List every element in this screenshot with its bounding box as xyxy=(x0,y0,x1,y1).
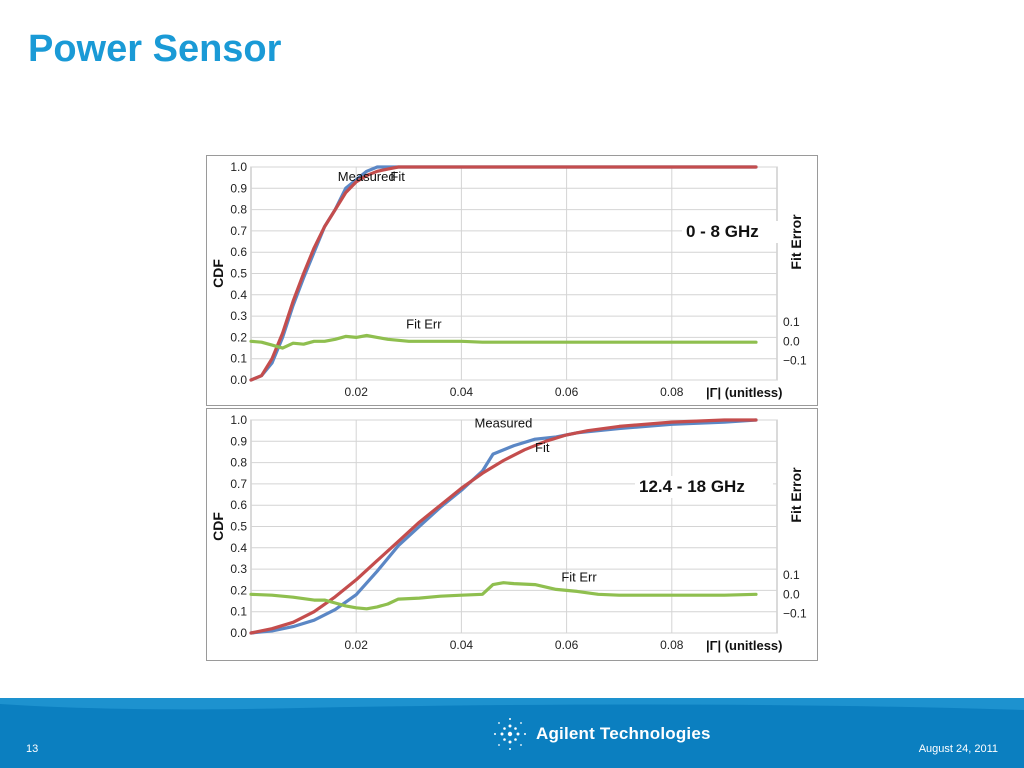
y-tick-label: 0.7 xyxy=(230,477,247,491)
series-annotation: Fit xyxy=(535,440,550,455)
x-tick-label: 0.08 xyxy=(660,385,684,399)
slide-title: Power Sensor xyxy=(28,28,282,70)
x-axis-label: |Γ| (unitless) xyxy=(706,638,782,653)
y-tick-label: 0.2 xyxy=(230,330,247,344)
band-label: 12.4 - 18 GHz xyxy=(639,477,745,496)
series-line-measured xyxy=(249,418,758,635)
series-line-fit-err xyxy=(249,581,758,611)
company-logo: Agilent Technologies xyxy=(492,716,711,752)
series-line-fit xyxy=(249,418,758,635)
series-line-fit xyxy=(249,165,758,382)
x-tick-label: 0.04 xyxy=(450,638,474,652)
series-annotation: Fit Err xyxy=(561,570,597,585)
series-line-fit-err xyxy=(249,333,758,350)
y-tick-label: 0.6 xyxy=(230,498,247,512)
y-tick-label: 0.8 xyxy=(230,203,247,217)
x-tick-label: 0.06 xyxy=(555,638,579,652)
series-annotation: Measured xyxy=(475,415,533,430)
y-tick-label: 0.0 xyxy=(230,373,247,387)
y-axis-label: CDF xyxy=(210,259,226,288)
footer-bar: 13 Agilent Technologies August 24, 2011 xyxy=(0,698,1024,768)
x-tick-label: 0.02 xyxy=(345,385,369,399)
cdf-chart-low-band: 0.0 0.1 0.2 0.3 0.4 0.5 0.6 0.7 0.8 0.9 1.0 0.02 0.0… xyxy=(206,155,818,406)
y2-tick-label: 0.0 xyxy=(783,334,800,348)
y2-axis-label: Fit Error xyxy=(788,214,804,270)
x-tick-label: 0.08 xyxy=(660,638,684,652)
y2-tick-label: 0.0 xyxy=(783,587,800,601)
y-tick-label: 0.7 xyxy=(230,224,247,238)
slide-date: August 24, 2011 xyxy=(918,743,998,755)
y-tick-label: 0.9 xyxy=(230,434,247,448)
company-name: Agilent Technologies xyxy=(536,724,711,743)
page-number: 13 xyxy=(26,743,39,755)
y-tick-label: 1.0 xyxy=(230,160,247,174)
y-tick-label: 0.6 xyxy=(230,245,247,259)
y-tick-label: 0.3 xyxy=(230,309,247,323)
y2-tick-label: 0.1 xyxy=(783,568,800,582)
x-tick-label: 0.04 xyxy=(450,385,474,399)
series-annotation: Fit Err xyxy=(406,317,442,332)
y-tick-label: 1.0 xyxy=(230,413,247,427)
x-tick-label: 0.02 xyxy=(345,638,369,652)
y-tick-label: 0.1 xyxy=(230,352,247,366)
y-tick-label: 0.4 xyxy=(230,541,247,555)
band-label-backdrop xyxy=(635,476,773,498)
y-tick-label: 0.1 xyxy=(230,605,247,619)
y-tick-label: 0.0 xyxy=(230,626,247,640)
y2-tick-label: −0.1 xyxy=(783,354,807,368)
series-annotation: Measured xyxy=(338,169,396,184)
chart-svg-0: 0.0 0.1 0.2 0.3 0.4 0.5 0.6 0.7 0.8 0.9 1.0 0.02 0.0… xyxy=(210,160,807,400)
y-tick-label: 0.2 xyxy=(230,583,247,597)
chart-svg-1: 0.0 0.1 0.2 0.3 0.4 0.5 0.6 0.7 0.8 0.9 1.0 0.02 0.0… xyxy=(210,413,807,653)
band-label: 0 - 8 GHz xyxy=(686,222,759,241)
y2-tick-label: 0.1 xyxy=(783,315,800,329)
agilent-spark-icon xyxy=(494,718,526,750)
y2-tick-label: −0.1 xyxy=(783,607,807,621)
y-tick-label: 0.5 xyxy=(230,520,247,534)
y-tick-label: 0.3 xyxy=(230,562,247,576)
y-tick-label: 0.4 xyxy=(230,288,247,302)
y-tick-label: 0.5 xyxy=(230,267,247,281)
cdf-chart-high-band: 0.0 0.1 0.2 0.3 0.4 0.5 0.6 0.7 0.8 0.9 1.0 0.02 0.0… xyxy=(206,408,818,661)
band-label-backdrop xyxy=(682,221,778,243)
y-axis-label: CDF xyxy=(210,512,226,541)
y-tick-label: 0.9 xyxy=(230,181,247,195)
x-tick-label: 0.06 xyxy=(555,385,579,399)
y2-axis-label: Fit Error xyxy=(788,467,804,523)
series-annotation: Fit xyxy=(390,169,405,184)
x-axis-label: |Γ| (unitless) xyxy=(706,385,782,400)
footer-wave xyxy=(0,698,1024,710)
y-tick-label: 0.8 xyxy=(230,456,247,470)
